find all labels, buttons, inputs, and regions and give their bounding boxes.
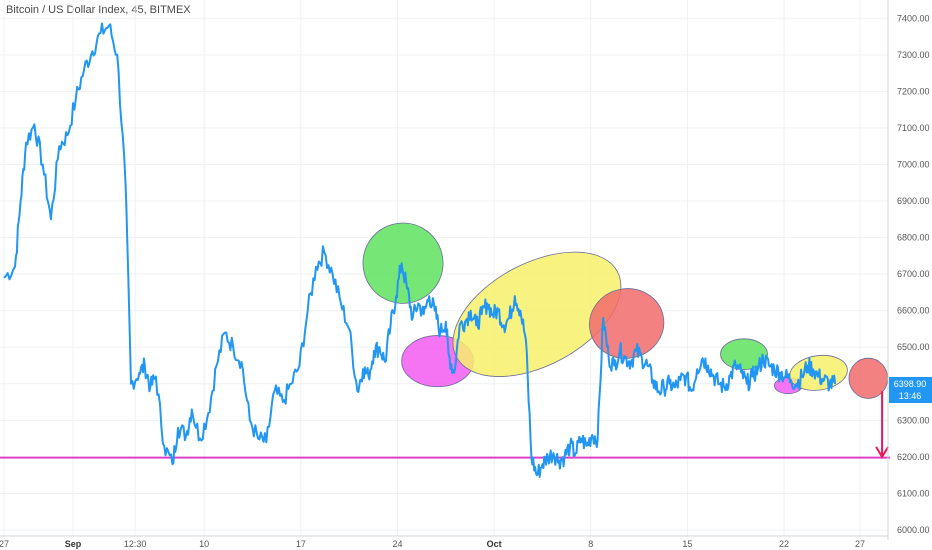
price-line bbox=[3, 22, 837, 478]
chart-title: Bitcoin / US Dollar Index, 45, BITMEX bbox=[6, 4, 191, 16]
x-tick-label: 15 bbox=[682, 539, 692, 549]
y-tick-label: 6200.00 bbox=[897, 452, 930, 462]
y-tick-label: 7100.00 bbox=[897, 123, 930, 133]
x-tick-label: Sep bbox=[65, 539, 82, 549]
y-tick-label: 6000.00 bbox=[897, 525, 930, 535]
y-tick-label: 6500.00 bbox=[897, 342, 930, 352]
x-tick-label: 22 bbox=[779, 539, 789, 549]
highlight-ellipse bbox=[362, 222, 444, 304]
x-tick-label: 10 bbox=[199, 539, 209, 549]
y-tick-label: 7300.00 bbox=[897, 50, 930, 60]
bar-countdown-label: 13:46 bbox=[899, 391, 922, 401]
y-tick-label: 7000.00 bbox=[897, 159, 930, 169]
y-tick-label: 6600.00 bbox=[897, 306, 930, 316]
price-badge-bg bbox=[889, 377, 932, 403]
grid bbox=[0, 0, 888, 536]
x-tick-label: 12:30 bbox=[124, 539, 147, 549]
x-tick-label: 27 bbox=[855, 539, 865, 549]
y-axis-ticks: 6000.006100.006200.006300.006400.006500.… bbox=[897, 13, 930, 535]
x-tick-label: 8 bbox=[588, 539, 593, 549]
y-tick-label: 6800.00 bbox=[897, 233, 930, 243]
x-tick-label: 17 bbox=[296, 539, 306, 549]
y-tick-label: 6700.00 bbox=[897, 269, 930, 279]
x-tick-label: 24 bbox=[392, 539, 402, 549]
y-tick-label: 7200.00 bbox=[897, 86, 930, 96]
price-series bbox=[3, 22, 837, 478]
x-tick-label: 27 bbox=[0, 539, 9, 549]
y-tick-label: 6900.00 bbox=[897, 196, 930, 206]
y-tick-label: 6300.00 bbox=[897, 415, 930, 425]
highlight-ellipses bbox=[362, 222, 889, 399]
x-tick-label: Oct bbox=[487, 539, 502, 549]
x-axis-ticks: 27 Sep 12:30 10 17 24 Oct 8 15 22 27 bbox=[0, 539, 865, 549]
highlight-ellipse bbox=[720, 338, 768, 370]
y-tick-label: 7400.00 bbox=[897, 13, 930, 23]
y-tick-label: 6100.00 bbox=[897, 488, 930, 498]
arrow-head bbox=[875, 446, 889, 459]
down-arrow-group bbox=[875, 391, 889, 459]
price-badge: 6398.90 13:46 bbox=[889, 377, 932, 403]
current-price-label: 6398.90 bbox=[894, 379, 927, 389]
